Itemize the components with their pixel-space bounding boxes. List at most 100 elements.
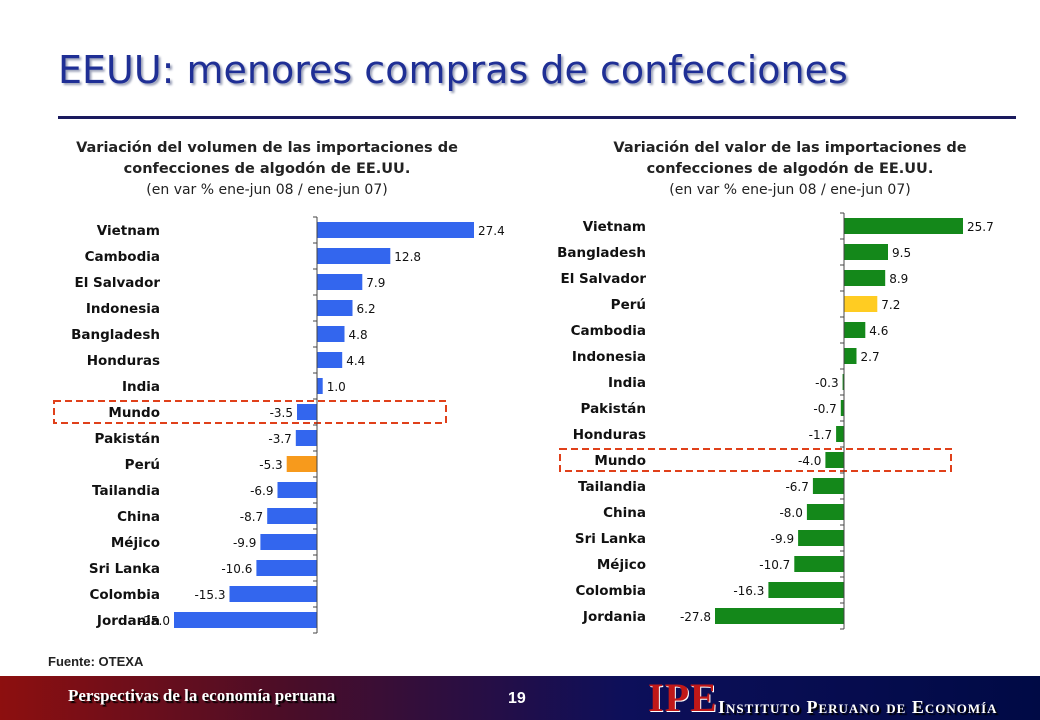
value-label-india: -0.3 <box>815 376 838 390</box>
right-chart-heading: Variación del valor de las importaciones… <box>575 138 1005 201</box>
slide-title: EEUU: menores compras de confecciones <box>58 48 848 92</box>
category-label-china: China <box>117 509 160 525</box>
bar-cambodia <box>317 248 391 264</box>
category-label-peru: Perú <box>125 457 160 473</box>
category-label-tailandia: Tailandia <box>92 483 160 499</box>
value-label-honduras: 4.4 <box>346 354 365 368</box>
category-label-vietnam: Vietnam <box>583 219 646 235</box>
category-label-cambodia: Cambodia <box>85 249 160 265</box>
value-label-india: 1.0 <box>327 380 346 394</box>
value-label-honduras: -1.7 <box>809 428 832 442</box>
bar-mundo <box>825 452 844 468</box>
value-label-pakistan: -0.7 <box>813 402 836 416</box>
left-chart-subtitle: (en var % ene-jun 08 / ene-jun 07) <box>146 182 388 198</box>
bar-vietnam <box>844 218 963 234</box>
bar-el-salvador <box>844 270 886 286</box>
category-label-india: India <box>608 375 646 391</box>
value-label-jordania: -27.8 <box>680 610 711 624</box>
category-label-mejico: Méjico <box>597 557 646 573</box>
category-label-vietnam: Vietnam <box>97 223 160 239</box>
bar-mundo <box>297 404 317 420</box>
bar-peru <box>286 456 317 472</box>
category-label-mundo: Mundo <box>594 453 646 469</box>
highlight-box-mundo <box>559 448 952 472</box>
bar-indonesia <box>317 300 353 316</box>
category-label-indonesia: Indonesia <box>572 349 646 365</box>
source-note: Fuente: OTEXA <box>48 654 144 669</box>
value-label-cambodia: 12.8 <box>394 250 421 264</box>
bar-china <box>267 508 317 524</box>
value-label-indonesia: 2.7 <box>861 350 880 364</box>
category-label-honduras: Honduras <box>87 353 160 369</box>
category-label-sri-lanka: Sri Lanka <box>575 531 646 547</box>
value-label-tailandia: -6.9 <box>250 484 273 498</box>
left-chart-title: Variación del volumen de las importacion… <box>76 140 458 177</box>
value-label-bangladesh: 4.8 <box>349 328 368 342</box>
value-label-colombia: -16.3 <box>733 584 764 598</box>
title-divider <box>58 116 1016 119</box>
bar-pakistan <box>295 430 317 446</box>
value-label-cambodia: 4.6 <box>869 324 888 338</box>
right-bar-chart: Vietnam 25.7 Bangladesh 9.5 El Salvador 8.9 Pe… <box>557 212 994 630</box>
bar-india <box>842 374 845 390</box>
category-label-colombia: Colombia <box>89 587 160 603</box>
bar-sri-lanka <box>798 530 844 546</box>
category-label-bangladesh: Bangladesh <box>71 327 160 343</box>
category-label-tailandia: Tailandia <box>578 479 646 495</box>
category-label-jordania: Jordania <box>96 613 160 629</box>
category-label-el-salvador: El Salvador <box>560 271 646 287</box>
bar-honduras <box>317 352 343 368</box>
bar-mejico <box>794 556 844 572</box>
category-label-mejico: Méjico <box>111 535 160 551</box>
value-label-peru: -5.3 <box>259 458 282 472</box>
footer-bar <box>0 676 1040 720</box>
category-label-cambodia: Cambodia <box>571 323 646 339</box>
left-bar-chart: Vietnam 27.4 Cambodia 12.8 El Salvador 7.9 Ind… <box>53 216 505 634</box>
category-label-indonesia: Indonesia <box>86 301 160 317</box>
value-label-sri-lanka: -9.9 <box>771 532 794 546</box>
page-number: 19 <box>508 690 526 707</box>
value-label-mejico: -9.9 <box>233 536 256 550</box>
bar-china <box>806 504 844 520</box>
bar-honduras <box>836 426 844 442</box>
category-label-el-salvador: El Salvador <box>74 275 160 291</box>
category-label-sri-lanka: Sri Lanka <box>89 561 160 577</box>
bar-jordania <box>174 612 317 628</box>
value-label-sri-lanka: -10.6 <box>221 562 252 576</box>
category-label-pakistan: Pakistán <box>95 431 160 447</box>
bar-bangladesh <box>844 244 888 260</box>
category-label-colombia: Colombia <box>575 583 646 599</box>
bar-tailandia <box>277 482 317 498</box>
value-label-peru: 7.2 <box>881 298 900 312</box>
value-label-indonesia: 6.2 <box>357 302 376 316</box>
category-label-india: India <box>122 379 160 395</box>
bar-colombia <box>768 582 844 598</box>
category-label-jordania: Jordania <box>582 609 646 625</box>
value-label-mundo: -4.0 <box>798 454 821 468</box>
value-label-jordania: -25.0 <box>139 614 170 628</box>
value-label-el-salvador: 7.9 <box>366 276 385 290</box>
value-label-vietnam: 25.7 <box>967 220 994 234</box>
ipe-logo: IPE <box>648 675 718 720</box>
bar-pakistan <box>840 400 844 416</box>
bar-mejico <box>260 534 317 550</box>
category-label-pakistan: Pakistán <box>581 401 646 417</box>
value-label-mejico: -10.7 <box>759 558 790 572</box>
value-label-pakistan: -3.7 <box>268 432 291 446</box>
category-label-peru: Perú <box>611 297 646 313</box>
value-label-china: -8.0 <box>779 506 802 520</box>
bar-bangladesh <box>317 326 345 342</box>
bar-india <box>317 378 323 394</box>
value-label-vietnam: 27.4 <box>478 224 505 238</box>
footer-title: Perspectivas de la economía peruana <box>68 686 336 705</box>
value-label-china: -8.7 <box>240 510 263 524</box>
bar-vietnam <box>317 222 474 238</box>
highlight-box-mundo <box>53 400 447 424</box>
right-chart-title: Variación del valor de las importaciones… <box>613 140 967 177</box>
value-label-tailandia: -6.7 <box>785 480 808 494</box>
bar-tailandia <box>812 478 844 494</box>
bar-jordania <box>715 608 844 624</box>
bar-sri-lanka <box>256 560 317 576</box>
category-label-bangladesh: Bangladesh <box>557 245 646 261</box>
left-chart-heading: Variación del volumen de las importacion… <box>52 138 482 201</box>
